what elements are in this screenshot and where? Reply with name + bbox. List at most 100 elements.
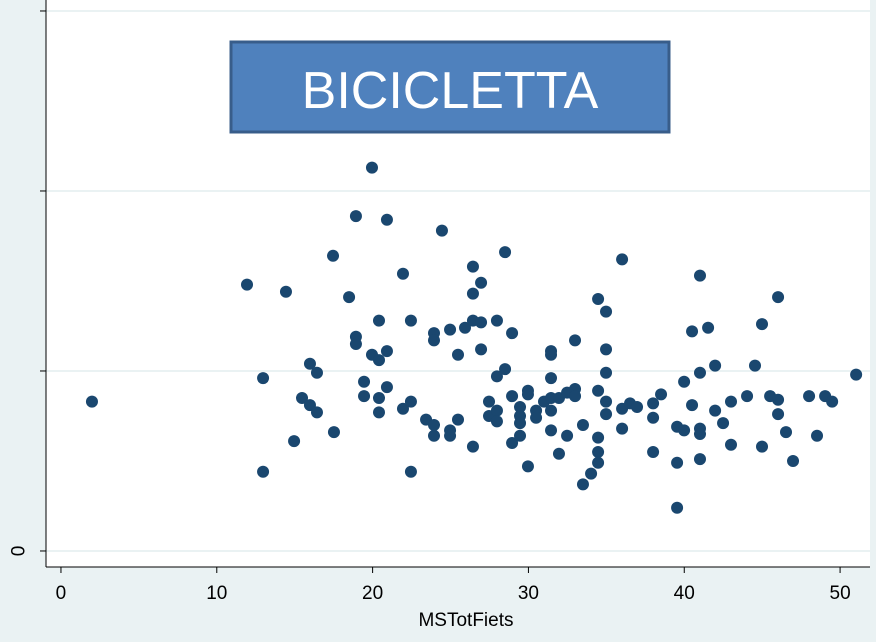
point [521, 460, 534, 473]
point [616, 253, 629, 266]
point [803, 390, 816, 403]
point [655, 388, 668, 401]
point [826, 395, 839, 408]
point [678, 424, 691, 437]
point [686, 325, 699, 338]
point [787, 454, 800, 467]
point [296, 391, 309, 404]
point [404, 314, 417, 327]
point [365, 161, 378, 174]
point [850, 368, 863, 381]
point [327, 249, 340, 262]
point [717, 417, 730, 430]
x-tick-label: 10 [206, 583, 227, 604]
point [693, 366, 706, 379]
point [358, 390, 371, 403]
point [428, 429, 441, 442]
point [358, 375, 371, 388]
point [600, 305, 613, 318]
point [780, 426, 793, 439]
point [372, 354, 385, 367]
point [349, 337, 362, 350]
point [569, 390, 582, 403]
x-tick-label: 0 [56, 583, 67, 604]
point [671, 456, 684, 469]
point [545, 424, 558, 437]
point [514, 400, 527, 413]
point [85, 395, 98, 408]
point [693, 269, 706, 282]
point [686, 399, 699, 412]
point [444, 323, 457, 336]
x-tick-label: 40 [674, 583, 695, 604]
point [600, 366, 613, 379]
point [600, 343, 613, 356]
point [600, 395, 613, 408]
point [459, 321, 472, 334]
point [380, 213, 393, 226]
point [647, 411, 660, 424]
point [310, 406, 323, 419]
point [702, 321, 715, 334]
point [772, 393, 785, 406]
point [772, 291, 785, 304]
point [483, 395, 496, 408]
point [545, 404, 558, 417]
point [647, 445, 660, 458]
point [349, 210, 362, 223]
point [616, 422, 629, 435]
point [592, 384, 605, 397]
point [257, 465, 270, 478]
point [380, 345, 393, 358]
point [749, 359, 762, 372]
point [452, 348, 464, 361]
point [466, 260, 479, 273]
point [303, 357, 316, 370]
point [756, 318, 769, 331]
point [396, 402, 409, 415]
point [585, 467, 598, 480]
point [428, 334, 441, 347]
point [506, 327, 519, 340]
point [709, 404, 722, 417]
point [545, 372, 558, 385]
point [499, 246, 512, 259]
point [709, 359, 722, 372]
point [490, 314, 503, 327]
point [499, 363, 512, 376]
point [592, 292, 605, 305]
point [506, 436, 519, 449]
point [257, 372, 270, 385]
point [466, 440, 479, 453]
point [514, 429, 527, 442]
point [576, 478, 589, 491]
point [552, 447, 565, 460]
point [475, 343, 488, 356]
point [569, 334, 582, 347]
point [592, 431, 605, 444]
point [288, 435, 301, 448]
point [725, 438, 738, 451]
chart-title: BICICLETTA [302, 62, 599, 120]
point [310, 366, 323, 379]
point [671, 501, 684, 514]
point [343, 291, 356, 304]
point [279, 285, 292, 298]
point [725, 395, 738, 408]
point [444, 429, 457, 442]
point [435, 224, 448, 237]
point [772, 408, 785, 421]
point [545, 348, 558, 361]
point [404, 465, 417, 478]
point [561, 429, 574, 442]
point [490, 404, 503, 417]
point [530, 411, 543, 424]
point [631, 400, 644, 413]
point [241, 278, 254, 291]
point [452, 413, 464, 426]
point [741, 390, 754, 403]
point [678, 375, 691, 388]
point [475, 316, 488, 329]
